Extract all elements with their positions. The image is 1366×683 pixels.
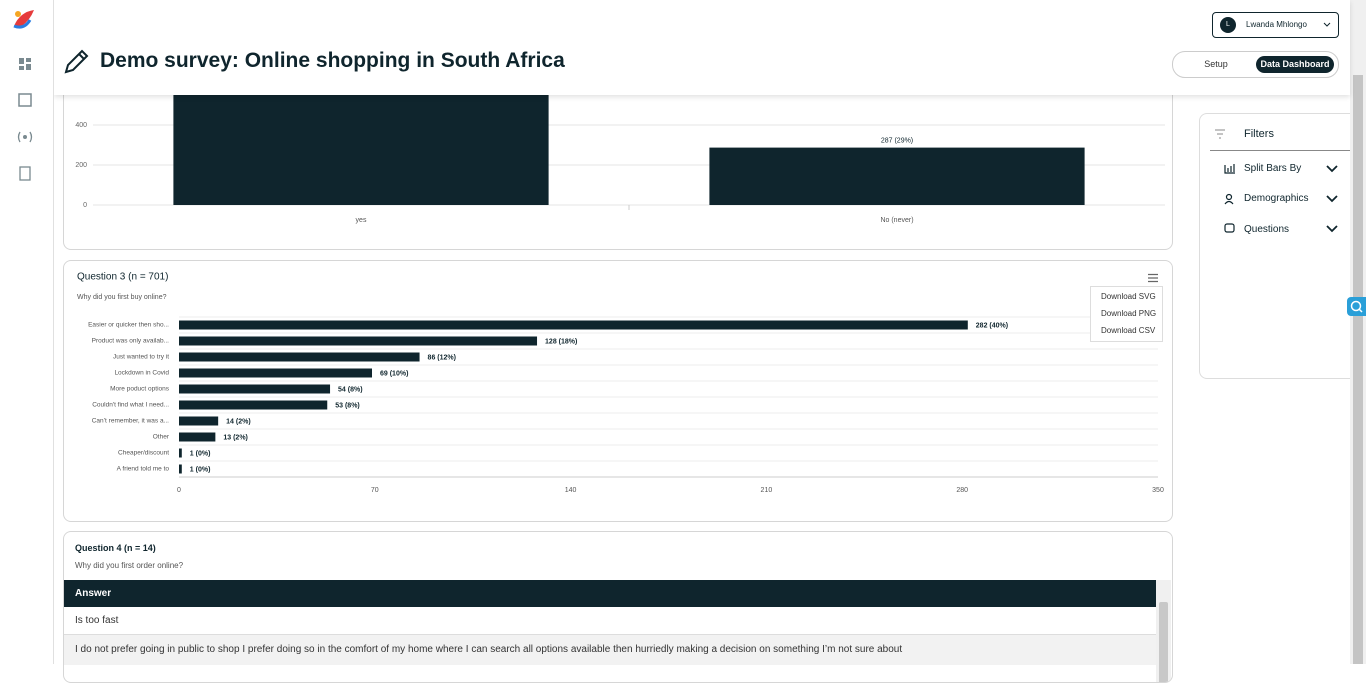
tab-group (1172, 51, 1339, 78)
menu-item[interactable]: Download CSV (1101, 326, 1156, 335)
tab[interactable]: Setup (1204, 59, 1228, 69)
scroll-thumb[interactable] (1353, 75, 1363, 664)
page-scrollbar[interactable] (1350, 0, 1366, 664)
user-menu[interactable]: L Lwanda Mhlongo (1212, 12, 1339, 38)
menu-item[interactable]: Download SVG (1101, 292, 1156, 301)
y-tick-label: 0 (83, 202, 87, 209)
y-tick-label: 400 (75, 122, 87, 129)
tab-active[interactable]: Data Dashboard (1256, 56, 1334, 73)
chart-title: Question 3 (n = 701) (77, 272, 168, 283)
bar (179, 448, 182, 458)
data-label: 54 (8%) (338, 386, 363, 393)
edit-icon[interactable] (62, 48, 90, 76)
sidebar-icons (13, 10, 34, 181)
bar (179, 432, 216, 442)
x-tick-label: 210 (761, 487, 773, 494)
bar (179, 336, 538, 346)
x-tick-label: 140 (565, 487, 577, 494)
filters-title: Filters (1244, 128, 1274, 140)
x-tick-label: 70 (371, 487, 379, 494)
y-tick-label: Couldn't find what I need... (92, 402, 169, 409)
x-tick-label: 0 (177, 487, 181, 494)
bar (179, 352, 420, 362)
filter-icon (1215, 129, 1225, 139)
question-card: Question 4 (n = 14) Why did you first or… (63, 531, 1173, 683)
logo (14, 10, 34, 26)
y-tick-label: Lockdown in Covid (114, 370, 169, 377)
table-row (64, 635, 1156, 665)
data-label: 69 (10%) (380, 370, 408, 377)
x-tick-label: 280 (956, 487, 968, 494)
data-label: 287 (29%) (881, 137, 913, 144)
data-label: 1 (0%) (190, 466, 211, 473)
y-tick-label: Can’t remember, it was a... (92, 418, 169, 425)
table-cell: Is too fast (75, 615, 119, 626)
data-label: 86 (12%) (428, 354, 456, 361)
question-subtitle: Why did you first order online? (75, 561, 184, 570)
data-label: 53 (8%) (335, 402, 360, 409)
y-tick-label: 200 (75, 162, 87, 169)
header: Demo survey: Online shopping in South Af… (54, 0, 1350, 95)
table-header (64, 580, 1156, 607)
bar (179, 464, 182, 474)
x-tick-label: No (never) (880, 217, 913, 224)
bar (179, 416, 219, 426)
filters-panel: Filters (1199, 113, 1366, 379)
x-tick-label: 350 (1152, 487, 1164, 494)
data-label: 1 (0%) (190, 450, 211, 457)
table-cell: I do not prefer going in public to shop … (75, 644, 903, 655)
bar (179, 384, 331, 394)
y-tick-label: Other (153, 434, 170, 441)
y-tick-label: Just wanted to try it (113, 354, 169, 361)
y-tick-label: Cheaper/discount (118, 450, 169, 457)
y-tick-label: More poduct options (110, 386, 170, 393)
bar (179, 400, 328, 410)
divider (1210, 150, 1356, 151)
logo-dot (15, 11, 21, 17)
menu-item[interactable]: Download PNG (1101, 309, 1157, 318)
nav-icons[interactable] (17, 58, 33, 181)
filter-item[interactable]: Demographics (1244, 193, 1309, 204)
data-label: 282 (40%) (976, 322, 1008, 329)
filter-item[interactable]: Split Bars By (1244, 163, 1302, 174)
filter-icons (1224, 164, 1338, 233)
scroll-thumb[interactable] (1159, 602, 1168, 682)
data-label: 13 (2%) (223, 434, 248, 441)
chart-menu (1090, 286, 1163, 342)
data-label: 128 (18%) (545, 338, 577, 345)
filter-item[interactable]: Questions (1244, 224, 1290, 235)
table-scrollbar[interactable] (1156, 580, 1171, 682)
y-tick-label: Easier or quicker then sho... (88, 322, 169, 329)
logo-swoosh (13, 19, 32, 29)
data-label: 14 (2%) (226, 418, 251, 425)
y-tick-label: A friend told me to (117, 466, 170, 473)
table-header-cell: Answer (75, 588, 112, 599)
menu-icon[interactable] (1147, 273, 1159, 283)
bar (709, 147, 1085, 205)
help-button[interactable] (1347, 297, 1366, 316)
user-name: Lwanda Mhlongo (1246, 20, 1307, 29)
avatar: L (1220, 17, 1236, 33)
table-row (64, 607, 1156, 635)
bar (179, 368, 373, 378)
question-title: Question 4 (n = 14) (75, 543, 156, 553)
x-tick-label: yes (356, 217, 367, 224)
bar (179, 320, 968, 330)
chevron (1323, 22, 1331, 27)
sidebar (0, 0, 54, 664)
y-tick-label: Product was only availab... (92, 338, 170, 345)
page-title: Demo survey: Online shopping in South Af… (100, 49, 565, 72)
chart-subtitle: Why did you first buy online? (77, 294, 167, 301)
